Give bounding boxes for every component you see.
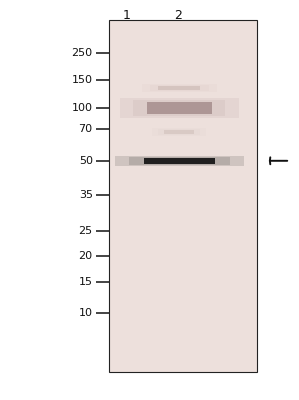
Text: 20: 20 xyxy=(79,251,93,261)
Text: 1: 1 xyxy=(123,9,131,22)
Bar xyxy=(120,98,239,118)
Bar xyxy=(158,129,200,135)
Text: 25: 25 xyxy=(79,226,93,236)
Bar xyxy=(133,100,225,116)
Text: 35: 35 xyxy=(79,190,93,200)
Text: 250: 250 xyxy=(71,48,93,58)
Text: 150: 150 xyxy=(72,75,93,85)
Bar xyxy=(115,156,244,166)
Text: 50: 50 xyxy=(79,156,93,166)
Text: 100: 100 xyxy=(72,103,93,113)
Bar xyxy=(129,157,230,165)
Bar xyxy=(144,158,215,164)
Bar xyxy=(109,20,257,372)
Bar xyxy=(152,128,206,136)
Text: 10: 10 xyxy=(79,308,93,318)
Bar xyxy=(158,86,200,90)
Text: 70: 70 xyxy=(79,124,93,134)
Bar xyxy=(142,84,217,92)
Text: 2: 2 xyxy=(174,9,182,22)
Text: 15: 15 xyxy=(79,277,93,287)
Bar xyxy=(150,85,209,91)
Bar xyxy=(147,102,212,114)
Bar xyxy=(164,130,194,134)
